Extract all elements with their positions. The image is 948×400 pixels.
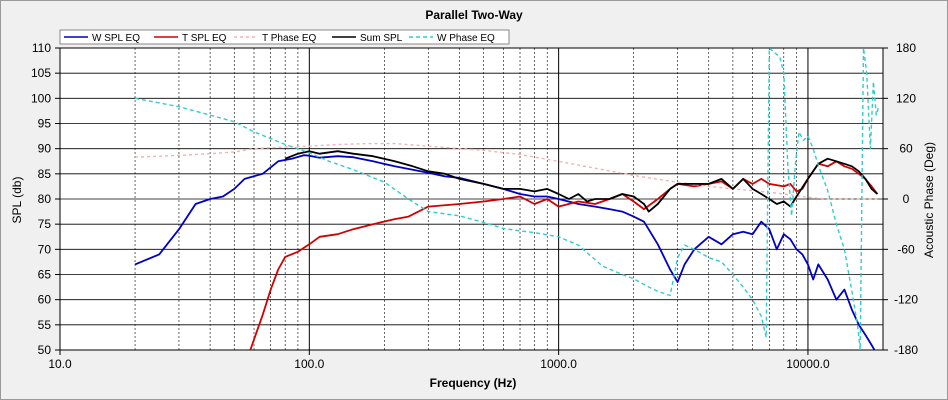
- right-axis-ticks: 180 120 60 0 -60 -120 -180: [883, 41, 918, 357]
- y-tick-label: 70: [38, 242, 52, 256]
- series-line-w-phase-eq: [134, 48, 880, 350]
- y-tick-label: 95: [38, 117, 52, 131]
- grid: [59, 47, 884, 351]
- y2-tick-label: 0: [903, 192, 910, 206]
- y-tick-label: 80: [38, 192, 52, 206]
- left-axis-ticks: 110 105 100 95 90 85 80 75 70 65 60 55 50: [31, 41, 60, 357]
- y2-tick-label: -180: [894, 343, 918, 357]
- x-tick-label: 1000.0: [540, 357, 577, 371]
- x-tick-label: 10000.0: [786, 357, 830, 371]
- series-line-t-phase-eq: [135, 142, 878, 200]
- x-tick-label: 10.0: [48, 357, 72, 371]
- y2-tick-label: 60: [899, 142, 913, 156]
- y-tick-label: 65: [38, 268, 52, 282]
- x-axis-label: Frequency (Hz): [430, 376, 517, 390]
- legend-label: W SPL EQ: [92, 33, 140, 44]
- legend-label: T Phase EQ: [262, 33, 317, 44]
- y-tick-label: 50: [38, 343, 52, 357]
- y-tick-label: 100: [31, 91, 51, 105]
- series-line-w-spl-eq: [134, 154, 876, 350]
- y-tick-label: 55: [38, 318, 52, 332]
- x-axis-ticks: 10.0 100.0 1000.0 10000.0: [48, 350, 830, 371]
- legend-label: T SPL EQ: [182, 33, 227, 44]
- legend-box: [59, 29, 510, 45]
- legend-label: Sum SPL: [360, 33, 403, 44]
- legend-label: W Phase EQ: [437, 33, 495, 44]
- y2-tick-label: -60: [897, 242, 915, 256]
- y-tick-label: 110: [32, 41, 51, 55]
- y-tick-label: 90: [38, 142, 52, 156]
- chart-title: Parallel Two-Way: [425, 8, 523, 22]
- series-lines: [134, 48, 880, 350]
- series-line-sum-spl: [284, 150, 878, 213]
- y2-tick-label: 120: [896, 91, 916, 105]
- y-tick-label: 85: [38, 167, 52, 181]
- y2-tick-label: -120: [894, 293, 918, 307]
- y-tick-label: 60: [38, 293, 52, 307]
- x-tick-label: 100.0: [294, 357, 324, 371]
- y2-tick-label: 180: [896, 41, 916, 55]
- y-tick-label: 75: [38, 217, 52, 231]
- y-axis-label: SPL (db): [10, 177, 24, 224]
- y-tick-label: 105: [31, 66, 51, 80]
- y2-axis-label: Acoustic Phase (Deg): [922, 142, 936, 258]
- legend: W SPL EQ T SPL EQ T Phase EQ Sum SPL W Phase…: [59, 29, 510, 45]
